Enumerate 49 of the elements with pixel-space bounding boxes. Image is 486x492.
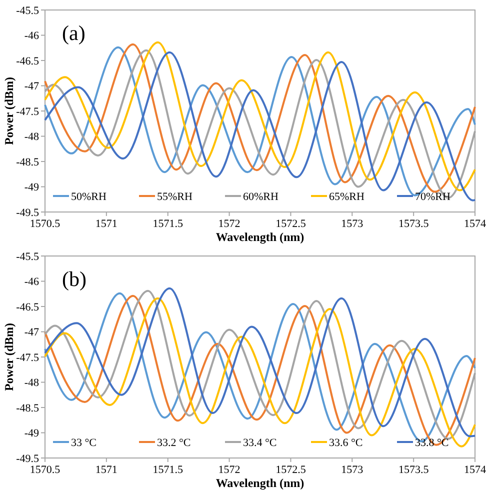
x-tick-label: 1572 xyxy=(218,464,240,476)
y-tick-label: -48 xyxy=(24,131,40,144)
x-tick-label: 1574 xyxy=(464,464,486,476)
annotation: (a) xyxy=(62,21,86,45)
legend-label: 50%RH xyxy=(71,190,106,203)
y-tick-label: -47 xyxy=(24,80,40,93)
y-tick-label: -49.5 xyxy=(16,206,40,219)
y-tick-label: -48 xyxy=(24,377,40,390)
x-tick-label: 1570.5 xyxy=(30,218,61,230)
x-tick-label: 1571.5 xyxy=(152,464,184,476)
x-tick-label: 1573.5 xyxy=(398,218,430,230)
y-tick-label: -49 xyxy=(24,182,40,194)
x-tick-label: 1572.5 xyxy=(276,218,306,230)
y-tick-label: -48.5 xyxy=(16,402,40,414)
x-tick-label: 1571.5 xyxy=(152,218,184,230)
legend-label: 33.6 °C xyxy=(329,436,363,449)
x-tick-label: 1571 xyxy=(95,464,118,476)
y-tick-label: -47.5 xyxy=(16,106,40,118)
annotation: (b) xyxy=(62,267,86,291)
x-tick-label: 1572.5 xyxy=(276,464,306,476)
x-axis-title: Wavelength (nm) xyxy=(216,476,304,490)
y-tick-label: -47.5 xyxy=(16,352,40,364)
legend-label: 60%RH xyxy=(243,190,278,203)
y-tick-label: -46 xyxy=(24,30,40,42)
x-axis-title: Wavelength (nm) xyxy=(216,230,304,244)
legend-label: 65%RH xyxy=(329,190,364,203)
x-tick-label: 1573.5 xyxy=(398,464,430,476)
y-tick-label: -47 xyxy=(24,326,40,339)
y-tick-label: -45.5 xyxy=(16,4,40,17)
y-tick-label: -45.5 xyxy=(16,250,40,263)
x-tick-label: 1573 xyxy=(341,464,364,476)
x-tick-label: 1572 xyxy=(218,218,240,230)
x-tick-label: 1574 xyxy=(464,218,486,230)
legend-label: 55%RH xyxy=(157,190,192,203)
legend-label: 33 °C xyxy=(71,436,96,449)
x-tick-label: 1570.5 xyxy=(30,464,61,476)
y-tick-label: -49.5 xyxy=(16,452,40,465)
legend-label: 33.2 °C xyxy=(157,436,191,449)
legend-label: 33.4 °C xyxy=(243,436,277,449)
x-tick-label: 1573 xyxy=(341,218,364,230)
y-tick-label: -48.5 xyxy=(16,156,40,168)
y-axis-title: Power (dBm) xyxy=(2,322,16,392)
y-tick-label: -49 xyxy=(24,428,40,440)
x-tick-label: 1571 xyxy=(95,218,118,230)
legend-label: 70%RH xyxy=(415,190,450,203)
y-tick-label: -46.5 xyxy=(16,301,40,314)
y-tick-label: -46.5 xyxy=(16,55,40,68)
y-tick-label: -46 xyxy=(24,276,40,288)
y-axis-title: Power (dBm) xyxy=(2,76,16,146)
